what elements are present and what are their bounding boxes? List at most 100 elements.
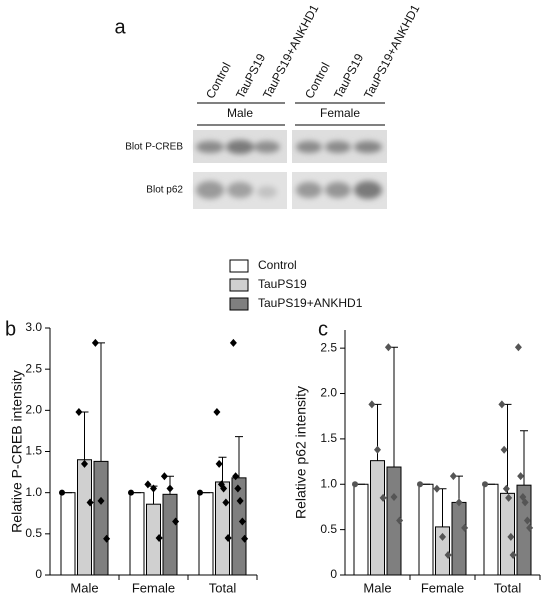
data-point [444,551,452,560]
data-point [91,338,99,347]
legend-swatch [229,278,249,292]
bar [353,483,369,576]
bar [198,492,214,576]
data-point [519,492,527,501]
bar [93,460,109,576]
bar [162,493,178,576]
data-point [417,481,423,488]
y-tick-label: 0 [330,567,337,581]
data-point [229,338,237,347]
panel-label: c [318,318,328,340]
x-tick-label: Total [209,580,237,595]
data-point [500,445,508,454]
data-point [144,480,152,489]
error-bar [390,346,398,468]
data-point [509,551,517,560]
bar [370,460,385,576]
data-point [439,532,446,541]
data-point [498,400,506,409]
bar [451,501,467,576]
data-point [155,533,163,542]
data-point [234,484,242,493]
data-point [97,496,105,505]
legend-label: TauPS19+ANKHD1 [258,296,363,310]
data-point [103,534,111,543]
data-point [514,343,522,352]
data-point [166,484,174,493]
error-bar [80,411,89,460]
legend-swatch [229,259,249,273]
data-point [396,516,404,525]
row-label: Blot p62 [146,185,183,196]
data-point [128,489,134,496]
y-tick-label: 1.5 [320,431,337,445]
y-axis-title: Relative p62 intensity [293,386,309,519]
group-label: Female [320,106,360,120]
bar [129,492,145,576]
data-point [523,516,531,525]
y-tick-label: 0 [35,567,42,581]
data-point [215,459,223,468]
row-label: Blot P-CREB [125,142,183,153]
data-point [433,484,441,493]
data-point [81,459,88,468]
data-point [213,407,221,416]
data-point [160,472,168,481]
data-point [507,532,515,541]
y-tick-label: 2.5 [320,340,337,354]
x-tick-label: Total [494,580,522,595]
x-tick-label: Male [70,580,98,595]
data-point [455,498,463,507]
data-point [197,489,203,496]
data-point [59,489,65,496]
data-point [150,484,157,493]
legend-swatch [229,297,249,311]
bar [231,477,247,576]
data-point [390,492,398,501]
data-point [521,498,529,507]
data-point [220,484,228,493]
legend-label: Control [258,258,297,272]
data-point [502,484,510,493]
data-point [222,498,230,507]
y-tick-label: 0.5 [25,526,42,540]
data-point [374,445,381,454]
data-point [368,400,376,409]
y-tick-label: 2.5 [25,361,42,375]
data-point [461,523,469,532]
blot-bands [196,140,382,199]
data-point [352,481,358,488]
data-point [86,498,94,507]
bar [418,483,434,576]
y-tick-label: 2.0 [320,386,337,400]
data-point [384,343,392,352]
y-tick-label: 1.0 [320,476,337,490]
bar [215,481,230,576]
lane-label: Control [203,60,234,101]
data-point [482,481,488,488]
data-point [449,472,457,481]
bar-chart: c Relative p62 intensity 0 0.5 1.0 1.5 2.0 2.5 M… [293,318,541,595]
y-tick-label: 2.0 [25,403,42,417]
x-tick-label: Female [421,580,464,595]
y-tick-label: 3.0 [25,320,42,334]
legend: Control TauPS19 TauPS19+ANKHD1 [229,258,363,311]
legend-label: TauPS19 [258,277,307,291]
data-point [236,496,244,505]
bar [60,492,76,576]
data-point [517,472,525,481]
data-point [232,472,240,481]
error-bar [97,342,105,462]
y-axis-title: Relative P-CREB intensity [9,370,25,533]
data-point [526,523,534,532]
data-point [224,533,232,542]
error-bar [438,488,447,527]
data-point [241,534,249,543]
error-bar [235,436,243,478]
y-tick-label: 1.5 [25,444,42,458]
data-point [75,407,83,416]
lane-labels: Control TauPS19TauPS19+ANKHD1ControlTauPS… [203,2,423,101]
data-point [379,493,387,502]
y-tick-label: 1.0 [25,485,42,499]
